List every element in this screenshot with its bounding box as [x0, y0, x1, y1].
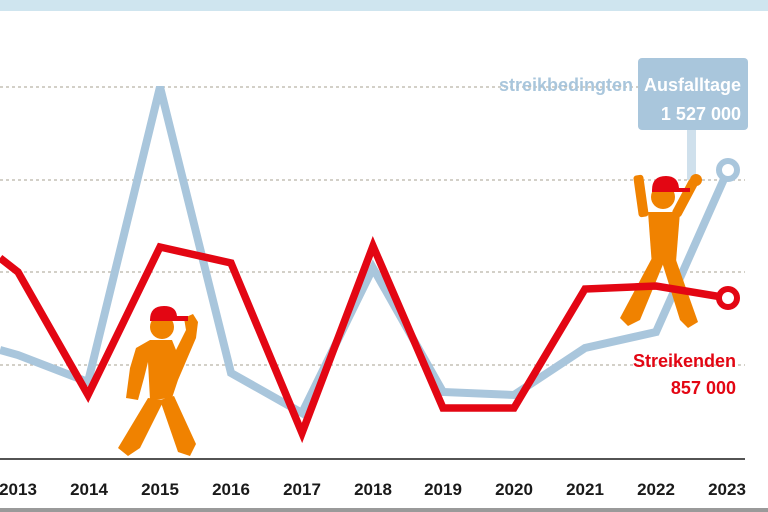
series-ausfalltage-line: [0, 86, 732, 419]
legend-blue-value: 1 527 000: [661, 104, 741, 124]
legend-blue-prefix: streikbedingten: [499, 75, 633, 95]
x-label: 2020: [495, 480, 533, 499]
x-label: 2016: [212, 480, 250, 499]
x-label: 2014: [70, 480, 108, 499]
legend-streikende: Streikenden 857 000: [633, 351, 736, 398]
top-band: [0, 0, 768, 11]
legend-red-value: 857 000: [671, 378, 736, 398]
red-cap-icon-2: [150, 306, 188, 321]
legend-ausfalltage: streikbedingten Ausfalltage 1 527 000: [499, 58, 748, 130]
x-label: 2013: [0, 480, 37, 499]
x-label: 2021: [566, 480, 604, 499]
striker-walking-icon: [118, 314, 198, 456]
legend-pointer-stick: [687, 128, 696, 180]
legend-red-title: Streikenden: [633, 351, 736, 371]
legend-value-box: [638, 58, 748, 130]
streikende-end-marker: [716, 286, 740, 310]
x-label: 2019: [424, 480, 462, 499]
x-label: 2018: [354, 480, 392, 499]
x-label: 2017: [283, 480, 321, 499]
bottom-rule: [0, 508, 768, 512]
series-streikende-line: [0, 236, 729, 444]
ausfalltage-end-marker: [716, 158, 740, 182]
x-label: 2023: [708, 480, 746, 499]
red-cap-icon: [652, 176, 690, 192]
x-label: 2015: [141, 480, 179, 499]
striker-cheering-icon: [620, 174, 702, 328]
x-label: 2022: [637, 480, 675, 499]
x-axis-labels: 2013 2014 2015 2016 2017 2018 2019 2020 …: [0, 480, 746, 499]
legend-blue-title: Ausfalltage: [644, 75, 741, 95]
